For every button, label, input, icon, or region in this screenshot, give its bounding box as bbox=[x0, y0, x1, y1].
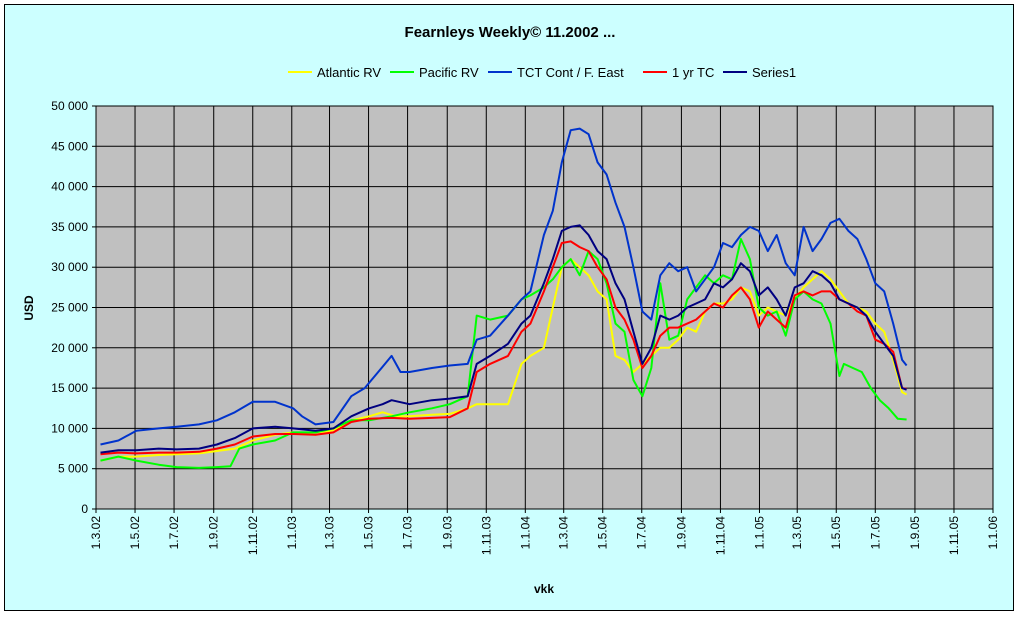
x-tick-label: 1.7.04 bbox=[635, 516, 649, 550]
series-line bbox=[100, 238, 907, 469]
x-tick-label: 1.9.02 bbox=[207, 516, 221, 550]
x-axis-label: vkk bbox=[534, 582, 554, 596]
y-tick-label: 50 000 bbox=[51, 99, 88, 113]
x-tick-label: 1.3.05 bbox=[790, 516, 804, 550]
y-tick-label: 10 000 bbox=[51, 421, 88, 435]
y-tick-label: 15 000 bbox=[51, 381, 88, 395]
y-tick-label: 0 bbox=[81, 502, 88, 516]
x-tick-label: 1.9.05 bbox=[908, 516, 922, 550]
series-layer bbox=[100, 127, 908, 469]
x-tick-label: 1.7.05 bbox=[868, 516, 882, 550]
y-tick-label: 25 000 bbox=[51, 301, 88, 315]
x-tick-label: 1.1.04 bbox=[518, 516, 532, 550]
gridlines bbox=[95, 105, 994, 510]
y-tick-label: 40 000 bbox=[51, 180, 88, 194]
chart-title: Fearnleys Weekly© 11.2002 ... bbox=[405, 24, 616, 41]
x-tick-label: 1.5.02 bbox=[128, 516, 142, 550]
x-tick-label: 1.1.06 bbox=[986, 516, 1000, 550]
x-tick-label: 1.11.04 bbox=[713, 516, 727, 555]
legend-label: Pacific RV bbox=[419, 65, 479, 80]
x-tick-label: 1.11.03 bbox=[479, 516, 493, 555]
legend-label: 1 yr TC bbox=[672, 65, 714, 80]
x-tick-label: 1.9.03 bbox=[440, 516, 454, 550]
x-tick-label: 1.3.04 bbox=[557, 516, 571, 550]
x-tick-label: 1.1.05 bbox=[752, 516, 766, 550]
y-tick-label: 5 000 bbox=[58, 462, 88, 476]
legend: Atlantic RV Pacific RV TCT Cont / F. East 1… bbox=[288, 65, 796, 80]
y-axis-label: USD bbox=[22, 295, 36, 321]
x-tick-label: 1.11.02 bbox=[246, 516, 260, 555]
y-tick-label: 20 000 bbox=[51, 341, 88, 355]
x-tick-label: 1.3.03 bbox=[323, 516, 337, 550]
x-tick-label: 1.5.04 bbox=[596, 516, 610, 550]
legend-label: Series1 bbox=[752, 65, 796, 80]
series-line bbox=[100, 240, 907, 456]
x-tick-label: 1.7.02 bbox=[167, 516, 181, 550]
y-axis-ticks: 0 5 000 10 000 15 000 20 000 25 000 30 000 35 0… bbox=[51, 99, 96, 516]
x-tick-label: 1.5.05 bbox=[829, 516, 843, 550]
x-tick-label: 1.7.03 bbox=[401, 516, 415, 550]
x-tick-label: 1.5.03 bbox=[362, 516, 376, 550]
x-tick-label: 1.1.03 bbox=[285, 516, 299, 550]
y-tick-label: 45 000 bbox=[51, 139, 88, 153]
x-tick-label: 1.11.05 bbox=[947, 516, 961, 555]
y-tick-label: 35 000 bbox=[51, 220, 88, 234]
x-tick-label: 1.9.04 bbox=[674, 516, 688, 550]
y-tick-label: 30 000 bbox=[51, 260, 88, 274]
series-line bbox=[100, 224, 907, 454]
x-tick-label: 1.3.02 bbox=[89, 516, 103, 550]
x-axis-ticks: 1.3.02 1.5.02 1.7.02 1.9.02 1.11.02 1.1.03 1.3… bbox=[89, 509, 1000, 555]
series-line bbox=[100, 127, 908, 446]
legend-label: Atlantic RV bbox=[317, 65, 381, 80]
legend-label: TCT Cont / F. East bbox=[517, 65, 624, 80]
